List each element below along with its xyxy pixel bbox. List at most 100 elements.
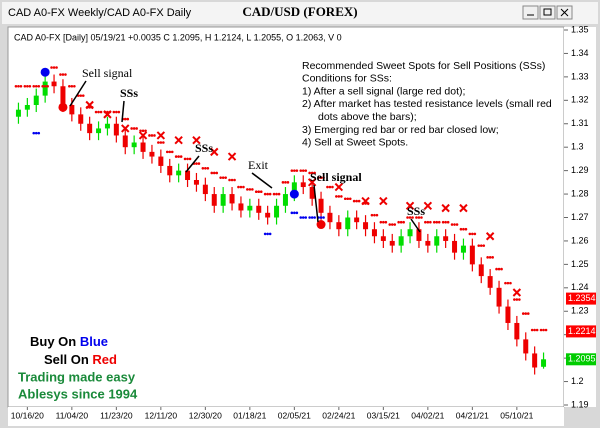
maximize-button[interactable] (539, 5, 556, 20)
close-icon (560, 8, 569, 17)
resistance-dot (17, 84, 20, 88)
resistance-dot (521, 312, 525, 315)
resistance-dot (215, 171, 219, 175)
annotation-arrow (185, 155, 200, 173)
x-mark (138, 131, 148, 140)
resistance-dot (295, 169, 299, 172)
support-dot (290, 211, 294, 215)
resistance-dot (73, 84, 76, 88)
annotation-arrow (251, 172, 273, 189)
resistance-dot (132, 127, 136, 130)
resistance-dot (477, 244, 481, 247)
resistance-dot (526, 312, 530, 315)
resistance-dot (471, 232, 474, 236)
resistance-dot (479, 244, 483, 247)
x-mark (210, 147, 219, 157)
resistance-dot (488, 256, 492, 259)
x-mark (227, 152, 237, 161)
candle-body (363, 222, 369, 230)
resistance-dot (464, 227, 468, 231)
candle-body (87, 123, 93, 134)
candle-body (78, 114, 84, 124)
candle-body (60, 86, 66, 105)
candle-body (398, 236, 404, 246)
annotation: Exit (248, 158, 269, 172)
resistance-dot (126, 117, 130, 121)
candle-body (327, 212, 333, 223)
candle-body (541, 359, 547, 367)
annotation-arrow (410, 218, 421, 233)
tagline: Trading made easy (18, 369, 136, 384)
candle-body (407, 229, 413, 237)
support-dot (313, 216, 316, 219)
y-tick-label: 1.31 (571, 118, 589, 128)
resistance-dot (415, 216, 418, 219)
y-tick-label: 1.35 (571, 24, 589, 34)
candle-body (487, 276, 493, 288)
resistance-dot (201, 166, 205, 170)
sell-signal (58, 102, 68, 112)
resistance-dot (148, 134, 151, 137)
price-axis (564, 27, 596, 407)
resistance-dot (500, 267, 503, 271)
candle-body (389, 240, 395, 246)
note-line: 1) After a sell signal (large red dot); (302, 85, 465, 97)
resistance-dot (444, 220, 447, 224)
x-mark (379, 196, 388, 206)
resistance-dot (165, 150, 169, 154)
candle-body (309, 187, 315, 199)
x-tick-label: 11/23/20 (100, 410, 133, 420)
date-axis (8, 407, 564, 426)
resistance-dot (135, 127, 138, 130)
candle-body (33, 95, 39, 105)
resistance-dot (28, 84, 32, 88)
candle-body (460, 245, 466, 253)
minimize-button[interactable] (522, 5, 539, 20)
support-dot (34, 131, 38, 135)
plot-area (7, 26, 565, 408)
candle-body (140, 142, 146, 152)
note-line: Recommended Sweet Spots for Sell Positio… (302, 60, 545, 72)
x-mark (441, 203, 450, 213)
resistance-dot (426, 220, 430, 224)
x-tick-label: 12/30/20 (189, 410, 222, 420)
y-tick-label: 1.34 (571, 48, 589, 58)
candle-body (282, 194, 288, 206)
resistance-dot (174, 155, 178, 158)
candle-body (416, 229, 422, 241)
resistance-dot (117, 110, 121, 114)
y-tick-label: 1.2 (571, 376, 584, 386)
resistance-dot (384, 220, 388, 224)
resistance-dot (370, 213, 374, 217)
chart-header: CAD A0-FX [Daily] 05/19/21 +0.0035 C 1.2… (14, 32, 342, 42)
candle-body (113, 123, 119, 136)
resistance-dot (459, 227, 463, 231)
y-tick-label: 1.28 (571, 188, 589, 198)
sell-color-word: Red (92, 352, 117, 367)
resistance-dot (343, 197, 347, 201)
resistance-dot (14, 84, 18, 88)
price-box (566, 353, 596, 366)
resistance-dot (337, 195, 341, 198)
resistance-dot (188, 157, 192, 161)
sell-signal (316, 220, 326, 230)
support-dot (319, 216, 323, 219)
resistance-dot (326, 185, 329, 189)
support-dot (308, 216, 311, 219)
resistance-dot (468, 232, 472, 236)
candle-body (380, 236, 386, 241)
resistance-dot (352, 199, 356, 203)
window-buttons[interactable] (522, 5, 573, 20)
x-mark (512, 288, 522, 297)
resistance-dot (19, 84, 23, 88)
resistance-dot (177, 155, 180, 158)
resistance-dot (34, 84, 38, 88)
resistance-dot (41, 84, 44, 88)
support-dot (322, 216, 325, 219)
resistance-dot (284, 181, 287, 184)
candle-body (229, 194, 235, 204)
resistance-dot (52, 66, 56, 69)
x-mark (85, 100, 94, 110)
candle-body (318, 198, 324, 213)
x-mark (405, 201, 415, 210)
